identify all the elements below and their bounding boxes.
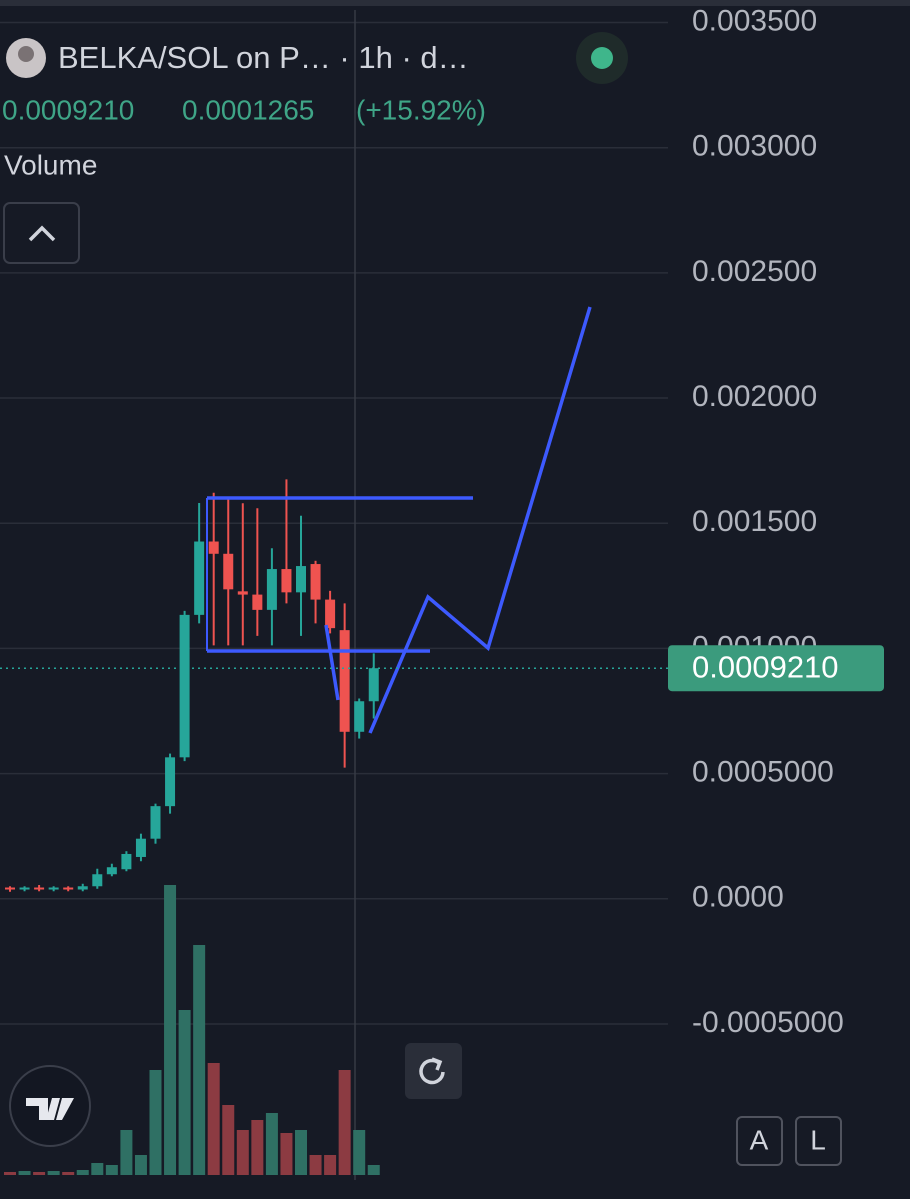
- volume-bar: [91, 1163, 104, 1175]
- volume-bar: [178, 1010, 191, 1175]
- candle-body: [179, 614, 190, 758]
- drawings: [206, 306, 592, 734]
- volume-bar: [47, 1171, 60, 1175]
- price-change-pct: (+15.92%): [356, 94, 486, 125]
- volume-pane: [4, 885, 380, 1175]
- drawn-path: [368, 306, 592, 734]
- candle-body: [92, 874, 103, 887]
- price-change: 0.0001265: [182, 94, 314, 125]
- volume-bar: [18, 1171, 31, 1175]
- candle-body: [48, 887, 59, 890]
- candle-body: [237, 591, 248, 595]
- candle-body: [77, 886, 88, 890]
- candles: [5, 479, 379, 892]
- candle-body: [281, 569, 292, 593]
- volume-bar: [236, 1130, 249, 1175]
- indicator-label: Volume: [4, 149, 97, 180]
- last-price-label: 0.0009210: [692, 649, 839, 684]
- candle-body: [339, 630, 350, 732]
- candle-body: [34, 887, 45, 890]
- volume-bar: [207, 1063, 220, 1175]
- candle-body: [19, 887, 30, 890]
- chevron-icon: [28, 225, 56, 242]
- candle-body: [266, 569, 277, 610]
- candle-body: [354, 701, 365, 732]
- volume-bar: [4, 1172, 16, 1175]
- volume-bar: [164, 885, 177, 1175]
- volume-bar: [353, 1130, 366, 1175]
- candle-body: [325, 599, 336, 629]
- y-tick-label: 0.003500: [692, 4, 817, 37]
- collapse-button[interactable]: [3, 202, 80, 264]
- price-axis: -0.00050000.00000.00050000.0010000.00150…: [692, 4, 844, 1038]
- volume-bar: [251, 1120, 264, 1175]
- volume-bar: [295, 1130, 307, 1175]
- candle-body: [296, 566, 306, 593]
- candle-body: [135, 838, 146, 857]
- auto-scale-label: A: [750, 1124, 769, 1155]
- candle-body: [208, 541, 219, 554]
- volume-bar: [193, 945, 206, 1175]
- status-dot: [591, 47, 613, 69]
- y-tick-label: 0.002000: [692, 380, 817, 413]
- volume-bar: [265, 1113, 278, 1175]
- volume-bar: [324, 1155, 337, 1175]
- candle-body: [310, 564, 321, 600]
- candle-body: [194, 541, 205, 615]
- reset-icon: [431, 1057, 443, 1071]
- auto-scale-button[interactable]: [736, 1116, 783, 1166]
- candle-body: [150, 806, 161, 839]
- top-bar: [0, 0, 910, 6]
- y-tick-label: 0.0005000: [692, 756, 834, 789]
- volume-bar: [105, 1165, 118, 1175]
- y-tick-label: 0.0000: [692, 881, 784, 914]
- y-tick-label: -0.0005000: [692, 1006, 844, 1039]
- volume-bar: [120, 1130, 133, 1175]
- tv-logo: [26, 1098, 74, 1120]
- last-price-tag: [668, 645, 884, 692]
- candle-body: [252, 594, 263, 610]
- drawn-path: [324, 624, 340, 701]
- log-scale-button[interactable]: [795, 1116, 842, 1166]
- volume-bar: [280, 1133, 293, 1175]
- volume-bar: [222, 1105, 235, 1175]
- volume-bar: [309, 1155, 322, 1175]
- volume-bar: [338, 1070, 351, 1175]
- grid: [0, 21, 668, 1025]
- candle-body: [165, 757, 176, 807]
- y-tick-label: 0.003000: [692, 130, 817, 163]
- y-tick-label: 0.002500: [692, 255, 817, 288]
- volume-bar: [367, 1165, 380, 1175]
- candle-body: [106, 867, 117, 875]
- volume-bar: [76, 1170, 89, 1175]
- volume-bar: [134, 1155, 147, 1175]
- candle-body: [368, 668, 379, 702]
- candle-body: [121, 853, 132, 870]
- volume-bar: [62, 1172, 75, 1175]
- symbol-title: BELKA/SOL on P… · 1h · d…: [58, 40, 469, 75]
- volume-bar: [149, 1070, 162, 1175]
- volume-bar: [33, 1172, 46, 1175]
- last-price: 0.0009210: [2, 94, 134, 125]
- y-tick-label: 0.001500: [692, 505, 817, 538]
- reset-button[interactable]: [405, 1043, 462, 1099]
- log-scale-label: L: [810, 1124, 826, 1155]
- candle-body: [223, 553, 234, 590]
- candle-body: [63, 887, 74, 890]
- avatar-detail: [18, 46, 34, 62]
- candle-body: [5, 887, 15, 890]
